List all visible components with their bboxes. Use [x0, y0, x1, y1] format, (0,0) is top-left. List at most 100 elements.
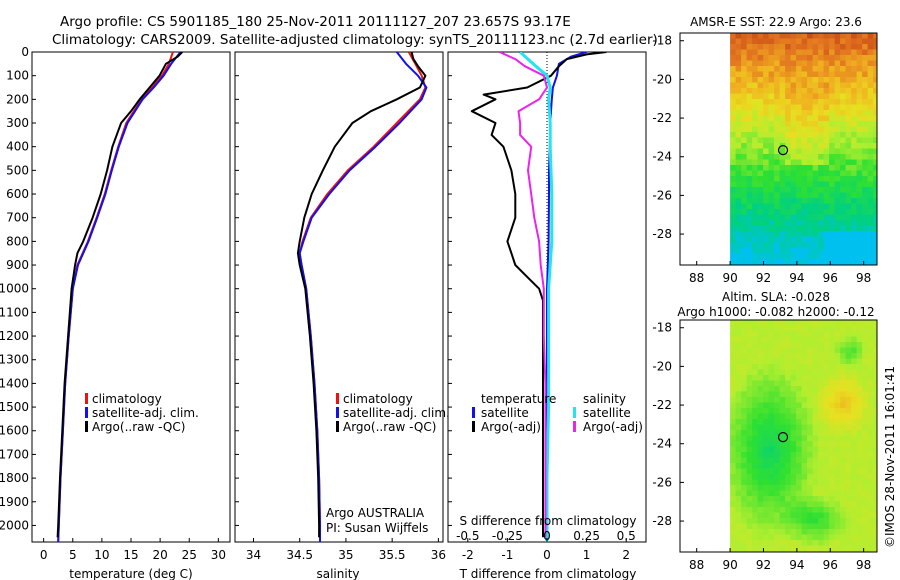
heatmap-cell: [779, 33, 786, 39]
heatmap-cell: [823, 198, 830, 204]
heatmap-cell: [807, 176, 813, 182]
heatmap-cell: [862, 187, 868, 193]
heatmap-cell: [790, 165, 797, 171]
heatmap-cell: [823, 170, 830, 177]
heatmap-cell: [812, 523, 819, 530]
heatmap-cell: [840, 49, 846, 56]
heatmap-cell: [779, 364, 786, 370]
heatmap-cell: [856, 353, 863, 359]
heatmap-cell: [856, 181, 863, 188]
heatmap-cell: [829, 468, 835, 475]
heatmap-cell: [746, 364, 753, 370]
heatmap-cell: [829, 369, 835, 376]
heatmap-cell: [763, 397, 769, 403]
heatmap-cell: [757, 126, 764, 133]
heatmap-cell: [829, 320, 835, 326]
heatmap-cell: [823, 452, 830, 458]
heatmap-cell: [856, 446, 863, 453]
heatmap-cell: [763, 170, 769, 177]
heatmap-cell: [856, 214, 863, 221]
heatmap-cell: [867, 88, 874, 94]
heatmap-cell: [763, 463, 769, 469]
heatmap-cell: [807, 369, 813, 376]
salinity-x-tick-label: 36: [431, 548, 446, 562]
heatmap-cell: [867, 148, 874, 155]
heatmap-cell: [829, 198, 835, 204]
heatmap-cell: [845, 507, 852, 513]
heatmap-cell: [851, 236, 857, 243]
heatmap-cell: [823, 408, 830, 414]
heatmap-cell: [867, 518, 874, 524]
heatmap-cell: [856, 512, 863, 519]
heatmap-cell: [829, 242, 835, 248]
heatmap-cell: [834, 176, 841, 182]
heatmap-cell: [829, 126, 835, 133]
heatmap-cell: [763, 44, 769, 50]
heatmap-cell: [812, 33, 819, 39]
heatmap-cell: [796, 44, 802, 50]
heatmap-cell: [790, 408, 797, 414]
sst-heatmap-cells: [730, 33, 877, 265]
heatmap-cell: [735, 126, 742, 133]
heatmap-cell: [779, 507, 786, 513]
heatmap-cell: [823, 253, 830, 259]
heatmap-cell: [774, 490, 780, 497]
heatmap-cell: [856, 170, 863, 177]
heatmap-cell: [801, 518, 808, 524]
heatmap-cell: [763, 60, 769, 67]
heatmap-cell: [812, 386, 819, 392]
heatmap-cell: [812, 358, 819, 365]
depth-tick-label: 800: [6, 234, 29, 248]
heatmap-cell: [818, 468, 824, 475]
heatmap-cell: [768, 170, 775, 177]
heatmap-cell: [752, 540, 758, 546]
heatmap-cell: [790, 397, 797, 403]
heatmap-cell: [873, 159, 877, 166]
heatmap-cell: [741, 369, 747, 376]
heatmap-cell: [774, 143, 780, 149]
heatmap-cell: [834, 408, 841, 414]
heatmap-cell: [873, 369, 877, 376]
heatmap-cell: [785, 540, 791, 546]
heatmap-cell: [735, 380, 742, 387]
heatmap-cell: [812, 375, 819, 381]
heatmap-cell: [785, 485, 791, 491]
heatmap-cell: [867, 336, 874, 343]
heatmap-cell: [829, 347, 835, 354]
heatmap-cell: [845, 342, 852, 348]
heatmap-cell: [807, 220, 813, 226]
heatmap-cell: [790, 49, 797, 56]
heatmap-cell: [851, 529, 857, 535]
heatmap-cell: [757, 325, 764, 332]
heatmap-cell: [840, 93, 846, 100]
heatmap-cell: [845, 457, 852, 464]
heatmap-cell: [757, 77, 764, 83]
heatmap-cell: [801, 435, 808, 442]
heatmap-cell: [873, 534, 877, 541]
heatmap-cell: [812, 209, 819, 215]
heatmap-cell: [862, 121, 868, 127]
heatmap-cell: [818, 408, 824, 414]
heatmap-cell: [779, 347, 786, 354]
heatmap-cell: [873, 121, 877, 127]
heatmap-cell: [834, 236, 841, 243]
heatmap-cell: [829, 496, 835, 502]
heatmap-cell: [735, 331, 742, 337]
heatmap-cell: [774, 220, 780, 226]
heatmap-cell: [741, 479, 747, 486]
heatmap-cell: [851, 430, 857, 436]
heatmap-cell: [785, 38, 791, 45]
heatmap-cell: [768, 507, 775, 513]
heatmap-cell: [851, 154, 857, 160]
heatmap-cell: [779, 203, 786, 210]
heatmap-cell: [790, 159, 797, 166]
heatmap-cell: [774, 540, 780, 546]
s-difference-tick-label: -0.25: [492, 529, 523, 543]
heatmap-cell: [812, 214, 819, 221]
heatmap-cell: [801, 430, 808, 436]
heatmap-cell: [741, 115, 747, 122]
heatmap-cell: [840, 214, 846, 221]
heatmap-cell: [856, 424, 863, 431]
heatmap-cell: [735, 44, 742, 50]
heatmap-cell: [840, 165, 846, 171]
